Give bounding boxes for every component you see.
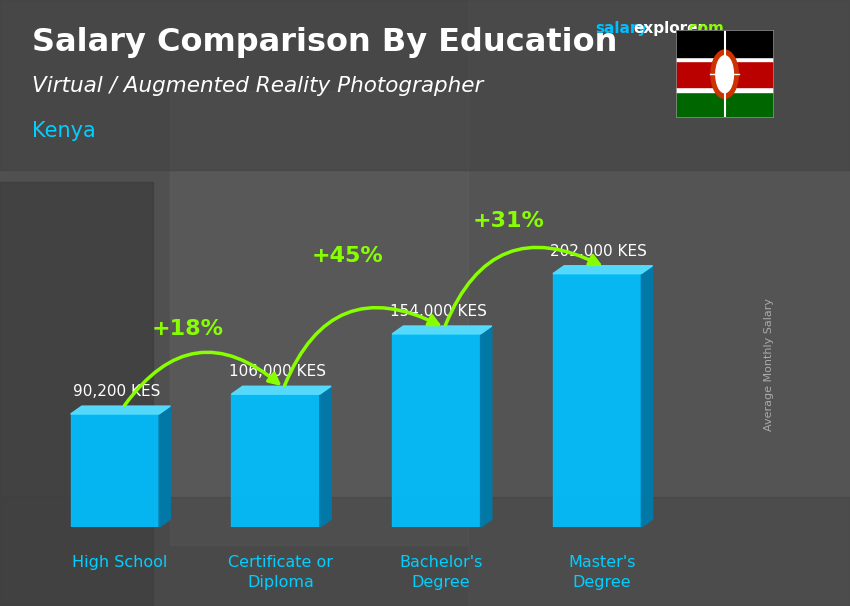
Text: Master's
Degree: Master's Degree — [568, 555, 636, 590]
Bar — [676, 61, 774, 87]
Bar — [392, 334, 480, 527]
Text: High School: High School — [72, 555, 167, 570]
Text: explorer: explorer — [633, 21, 706, 36]
Polygon shape — [642, 266, 653, 527]
Bar — [676, 30, 774, 56]
Text: 202,000 KES: 202,000 KES — [550, 244, 647, 259]
Text: Bachelor's
Degree: Bachelor's Degree — [400, 555, 483, 590]
Polygon shape — [231, 386, 331, 394]
Polygon shape — [0, 182, 153, 606]
Polygon shape — [552, 266, 653, 274]
Polygon shape — [159, 406, 170, 527]
Text: 90,200 KES: 90,200 KES — [73, 384, 160, 399]
Bar — [676, 92, 774, 118]
Bar — [0, 0, 850, 170]
Text: Kenya: Kenya — [32, 121, 96, 141]
Bar — [552, 274, 642, 527]
Text: +45%: +45% — [312, 246, 384, 266]
Polygon shape — [71, 406, 170, 414]
Bar — [676, 56, 774, 61]
Text: 106,000 KES: 106,000 KES — [229, 364, 326, 379]
Polygon shape — [320, 386, 331, 527]
Text: Certificate or
Diploma: Certificate or Diploma — [228, 555, 333, 590]
Text: Virtual / Augmented Reality Photographer: Virtual / Augmented Reality Photographer — [32, 76, 484, 96]
Ellipse shape — [716, 56, 734, 93]
Text: +18%: +18% — [151, 319, 224, 339]
Text: .com: .com — [683, 21, 724, 36]
Bar — [676, 87, 774, 92]
Ellipse shape — [711, 50, 739, 98]
Bar — [231, 394, 320, 527]
Polygon shape — [170, 91, 468, 545]
Polygon shape — [468, 0, 850, 606]
Bar — [0, 497, 850, 606]
Text: salary: salary — [595, 21, 648, 36]
Polygon shape — [480, 326, 492, 527]
Polygon shape — [392, 326, 492, 334]
Text: +31%: +31% — [473, 211, 545, 231]
Bar — [71, 414, 159, 527]
Text: Average Monthly Salary: Average Monthly Salary — [764, 298, 774, 430]
Text: 154,000 KES: 154,000 KES — [389, 304, 486, 319]
Text: Salary Comparison By Education: Salary Comparison By Education — [32, 27, 618, 58]
